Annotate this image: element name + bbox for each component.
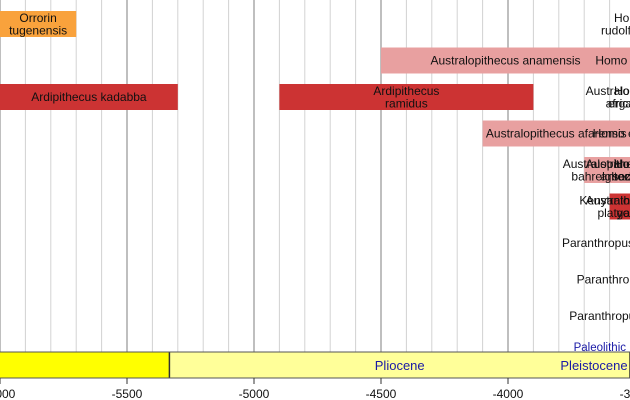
species-label: Australopithecusafricanus [586, 84, 630, 111]
species-label-line: Paranthropus aethiopicus [562, 236, 630, 250]
gridlines [0, 0, 611, 352]
species-label-line: Homo erectus [593, 127, 630, 141]
tick-label: -6000 [0, 387, 16, 400]
tick-label: -4500 [366, 387, 397, 400]
bar-homo-habilis: Homo habilis [595, 54, 630, 68]
species-bar [279, 84, 534, 110]
period-label: Paleolithic [574, 342, 627, 354]
species-label: Homo erectus [593, 127, 630, 141]
bar-australopithecus-garhi: Australopithecusgarhi [586, 193, 630, 220]
species-label: Kenyanthropusplatyops [579, 193, 630, 220]
species-bars: OrrorintugenensisHomorudolfensisAustralo… [0, 11, 630, 323]
species-label-line: garhi [617, 206, 630, 220]
species-label: Australopithecus afarensis [486, 127, 627, 141]
tick-label: -3500 [620, 387, 630, 400]
species-label-line: ergaster [608, 96, 630, 110]
species-bar [584, 157, 630, 183]
tick-label: -4000 [493, 387, 524, 400]
species-label-line: Homo [614, 11, 630, 25]
bar-australopithecus-bahrelghazali: Australopithecusbahrelghazali [563, 157, 630, 184]
species-label-line: Homo [614, 84, 630, 98]
species-label-line: Ardipithecus kadabba [31, 90, 147, 104]
epoch-label: Pliocene [375, 358, 425, 373]
species-label: Orrorin tugenensis [9, 11, 67, 38]
bar-australopithecus-anamensis: Australopithecus anamensis [381, 47, 630, 74]
species-label-line: Australopithecus [586, 157, 630, 171]
epoch-label: Pleistocene [560, 358, 627, 373]
bar-australopithecus-africanus: Australopithecusafricanus [586, 84, 630, 111]
species-label-line: Australopithecus anamensis [430, 54, 580, 68]
species-label: Homo habilis [595, 54, 630, 68]
species-label-line: Homo habilis [595, 54, 630, 68]
species-label: Ardipithecus kadabba [31, 90, 147, 104]
species-label: Homoergaster [608, 84, 630, 111]
species-label-line: Homo [614, 157, 630, 171]
bar-homo-erectus: Homo erectus [593, 127, 630, 141]
bar-homo-antecessor: Homoantecessor [601, 157, 630, 184]
species-label-line: tugenensis [9, 23, 67, 37]
species-label-line: Paranthropus boisei [577, 273, 630, 287]
tick-label: -5000 [239, 387, 270, 400]
bar-ardipithecus-ramidus: Ardipithecus ramidus [279, 84, 534, 111]
bar-australopithecus-sediba: Australopithecussediba [586, 157, 630, 184]
epoch-pliocene [169, 352, 630, 378]
species-label-line: platyops [597, 206, 630, 220]
species-label-line: Ardipithecus [373, 84, 439, 98]
species-label-line: antecessor [601, 169, 630, 183]
species-label-line: Australopithecus [586, 193, 630, 207]
bar-australopithecus-afarensis: Australopithecus afarensis [482, 120, 630, 147]
bar-paranthropus-aethiopicus: Paranthropus aethiopicus [562, 236, 630, 250]
bar-homo-ergaster: Homoergaster [608, 84, 630, 111]
species-label-line: Orrorin [19, 11, 56, 25]
species-label-line: Australopithecus [563, 157, 630, 171]
bar-paranthropus-boisei: Paranthropus boisei [577, 273, 630, 287]
bar-homo-rudolfensis: Homorudolfensis [601, 11, 630, 38]
bar-paranthropus-robustus: Paranthropus robustus [569, 309, 630, 323]
species-label: Australopithecus anamensis [430, 54, 580, 68]
species-label: Paranthropus boisei [577, 273, 630, 287]
species-label: Australopithecusgarhi [586, 193, 630, 220]
species-bar [0, 11, 77, 37]
species-bar [381, 47, 630, 74]
epoch-band: Pliocene Pleistocene Paleolithic [0, 342, 630, 379]
x-axis: -6000-5500-5000-4500-4000-3500-3000-2500… [0, 378, 630, 400]
species-label-line: Australopithecus [586, 84, 630, 98]
species-label: Homoantecessor [601, 157, 630, 184]
species-label: Australopithecusbahrelghazali [563, 157, 630, 184]
species-label-line: rudolfensis [601, 23, 630, 37]
bar-kenyanthropus-platyops: Kenyanthropusplatyops [579, 193, 630, 220]
species-label: Ardipithecus ramidus [373, 84, 439, 111]
species-label-line: sediba [612, 169, 630, 183]
epoch-miocene [0, 352, 170, 378]
bar-orrorin-tugenensis: Orrorin tugenensis [0, 11, 77, 38]
species-label-line: Australopithecus afarensis [486, 127, 627, 141]
tick-label: -5500 [112, 387, 143, 400]
species-label-line: ramidus [385, 96, 428, 110]
species-label: Australopithecussediba [586, 157, 630, 184]
species-label: Homorudolfensis [601, 11, 630, 38]
species-label-line: africanus [606, 96, 630, 110]
species-label-line: Paranthropus robustus [569, 309, 630, 323]
species-label: Paranthropus robustus [569, 309, 630, 323]
species-bar [0, 84, 178, 110]
species-label-line: bahrelghazali [571, 169, 630, 183]
species-label-line: Kenyanthropus [579, 193, 630, 207]
species-bar [482, 120, 630, 147]
bar-ardipithecus-kadabba: Ardipithecus kadabba [0, 84, 178, 110]
species-bar [609, 193, 630, 220]
species-label: Paranthropus aethiopicus [562, 236, 630, 250]
